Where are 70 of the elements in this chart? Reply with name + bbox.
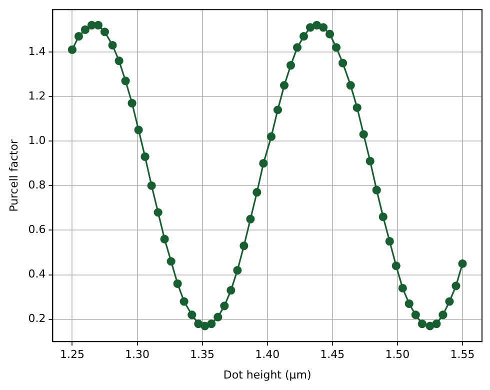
point [252, 188, 262, 197]
point [378, 212, 388, 222]
point [188, 310, 196, 320]
point [134, 126, 143, 134]
point [166, 257, 176, 266]
y-tick-label: 1.2 [28, 89, 46, 102]
point [404, 299, 414, 308]
point [147, 181, 156, 190]
point [140, 152, 150, 161]
point [74, 32, 84, 41]
y-tick-label: 1.4 [28, 44, 46, 58]
y-tick-label: 0.6 [28, 223, 46, 236]
x-tick-label: 1.45 [320, 348, 345, 362]
point [418, 319, 426, 328]
point [385, 237, 394, 246]
x-tick-label: 1.40 [255, 348, 280, 362]
y-axis-title: Purcell factor [7, 138, 20, 212]
point [100, 28, 110, 36]
y-tick-label: 0.4 [28, 268, 46, 281]
point [392, 262, 400, 270]
point [220, 302, 229, 310]
point [445, 297, 454, 306]
x-tick-label: 1.30 [125, 348, 150, 362]
point [458, 259, 467, 268]
point [332, 43, 341, 52]
point [266, 132, 276, 141]
point [325, 30, 334, 38]
y-tick-label: 0.2 [28, 312, 46, 326]
point [68, 45, 77, 54]
x-tick-label: 1.25 [60, 348, 84, 362]
point [338, 58, 348, 68]
point [432, 319, 441, 328]
point [438, 310, 448, 320]
point [259, 159, 268, 168]
point [246, 214, 255, 224]
point [280, 81, 289, 90]
point [226, 286, 236, 295]
point [121, 76, 130, 86]
point [346, 81, 355, 90]
point [359, 130, 368, 139]
point [160, 234, 169, 244]
point [398, 284, 407, 292]
point [214, 312, 222, 322]
x-tick-label: 1.35 [190, 348, 215, 362]
y-tick-label: 0.8 [28, 178, 46, 192]
x-tick-label: 1.50 [385, 348, 410, 362]
point [80, 25, 90, 34]
point [173, 279, 182, 288]
point [318, 23, 328, 32]
point [240, 241, 248, 250]
x-axis-title: Dot height (μm) [223, 368, 312, 382]
point [114, 56, 124, 66]
point [180, 297, 188, 306]
point [207, 319, 216, 328]
point [452, 282, 460, 290]
point [372, 186, 381, 194]
point [154, 208, 162, 217]
point [233, 266, 242, 275]
point [299, 32, 308, 41]
x-tick-label: 1.55 [450, 348, 475, 362]
point [273, 106, 282, 114]
point [352, 103, 362, 112]
point [286, 61, 296, 70]
y-tick-label: 1.0 [28, 134, 46, 147]
point [94, 20, 103, 30]
point [128, 98, 136, 108]
point [411, 310, 420, 320]
point [292, 43, 302, 52]
point [108, 40, 117, 50]
point [366, 156, 374, 166]
